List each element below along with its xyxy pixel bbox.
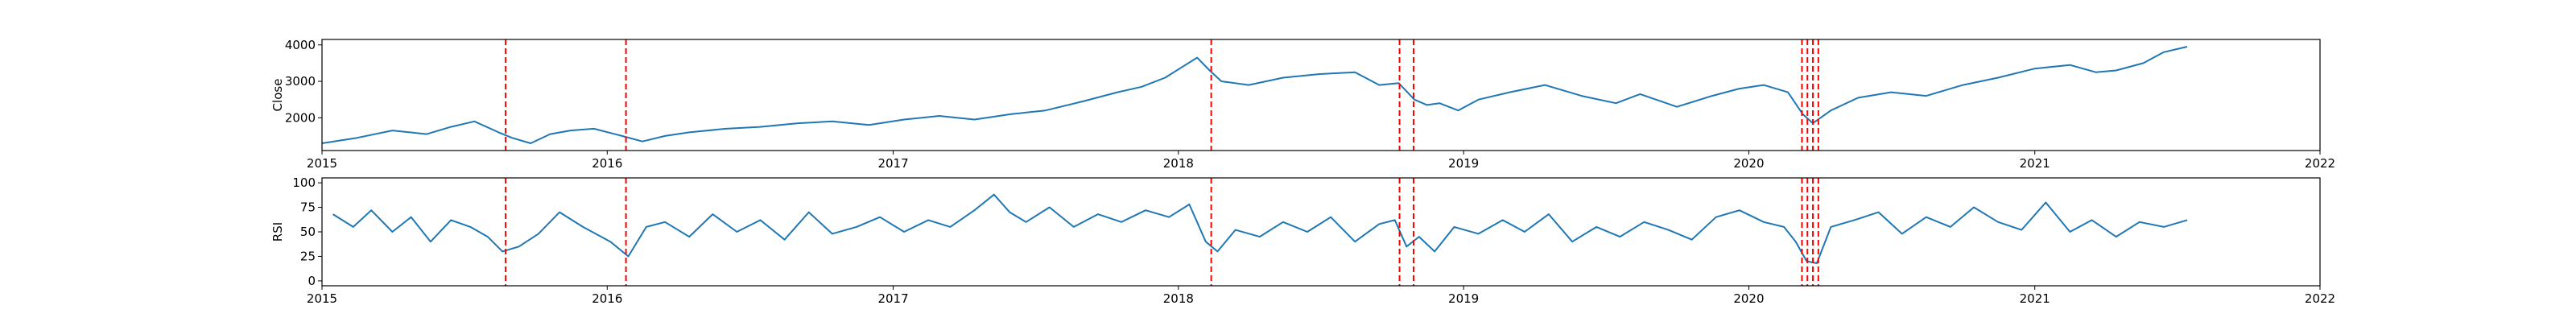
x-tick-label: 2015 xyxy=(307,156,337,171)
x-tick-label: 2022 xyxy=(2305,291,2335,306)
axes-frame xyxy=(321,177,2321,287)
y-tick-label: 25 xyxy=(300,249,316,263)
series-line xyxy=(322,46,2188,144)
x-tick-label: 2019 xyxy=(1448,156,1479,171)
series-line xyxy=(332,193,2188,264)
x-tick-label: 2020 xyxy=(1733,291,1764,306)
x-tick-label: 2019 xyxy=(1448,291,1479,306)
y-axis-label: Close xyxy=(270,79,285,112)
y-tick-label: 50 xyxy=(300,225,316,239)
y-axis-label: RSI xyxy=(270,222,285,242)
x-tick-label: 2018 xyxy=(1163,291,1194,306)
x-tick-label: 2016 xyxy=(592,156,622,171)
x-tick-label: 2016 xyxy=(592,291,622,306)
x-tick-label: 2015 xyxy=(307,291,337,306)
x-tick-label: 2021 xyxy=(2020,291,2050,306)
y-tick-label: 100 xyxy=(292,175,316,190)
y-tick-label: 0 xyxy=(308,274,316,288)
x-tick-label: 2021 xyxy=(2020,156,2050,171)
x-tick-label: 2022 xyxy=(2305,156,2335,171)
x-tick-label: 2017 xyxy=(877,291,908,306)
x-tick-label: 2020 xyxy=(1733,156,1764,171)
rsi-panel: 2015 2016 2017 2018 2019 2020 2021 2022 0 25 50 75 1… xyxy=(270,175,2335,306)
axes-frame xyxy=(321,39,2321,151)
x-tick-label: 2018 xyxy=(1163,156,1194,171)
y-tick-label: 75 xyxy=(300,200,316,215)
x-tick-label: 2017 xyxy=(877,156,908,171)
close-price-panel: 2015 2016 2017 2018 2019 2020 2021 2022 2000 3000… xyxy=(270,38,2335,171)
y-tick-label: 4000 xyxy=(285,38,316,52)
y-tick-label: 3000 xyxy=(285,74,316,89)
y-tick-label: 2000 xyxy=(285,110,316,125)
